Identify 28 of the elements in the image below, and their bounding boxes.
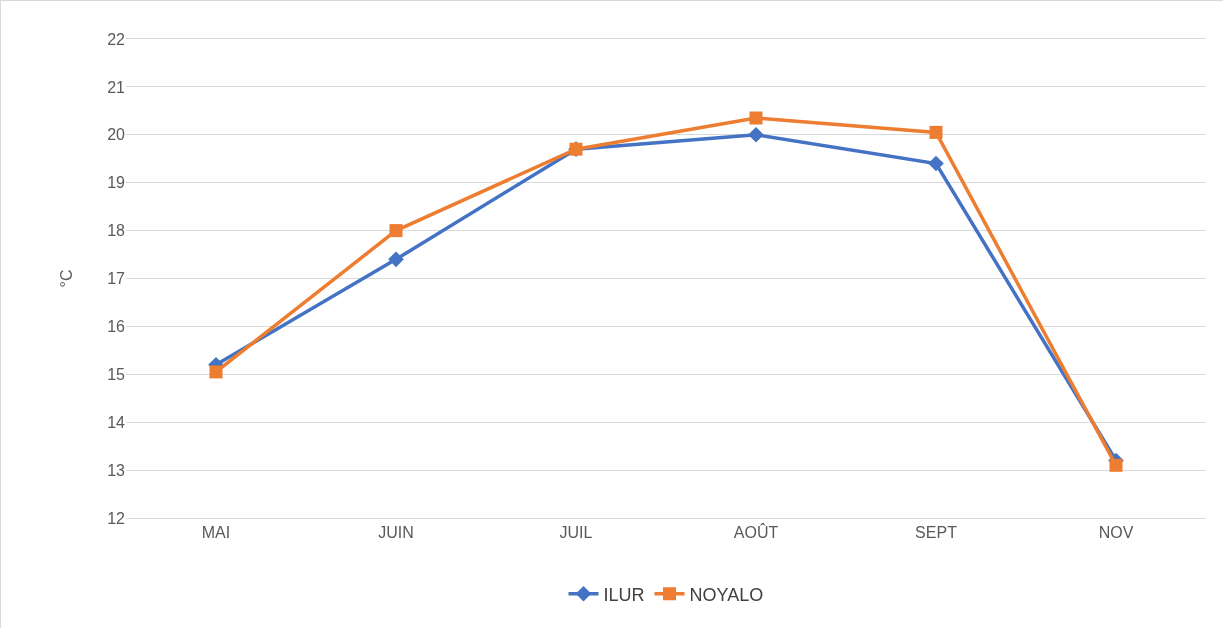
y-tick-label: 15 xyxy=(107,365,126,383)
y-tick-label: 17 xyxy=(107,270,126,288)
point xyxy=(209,365,223,379)
legend-label: ILUR xyxy=(603,584,645,605)
y-tick-label: 16 xyxy=(107,318,126,335)
y-tick-label: 13 xyxy=(107,461,126,479)
point xyxy=(929,125,943,139)
y-tick-label: 22 xyxy=(107,30,126,48)
x-tick-label: SEPT xyxy=(915,524,958,542)
x-tick-label: JUIN xyxy=(378,524,414,542)
x-tick-label: NOV xyxy=(1098,524,1134,542)
y-tick-label: 21 xyxy=(107,78,126,96)
point xyxy=(1109,458,1123,472)
point xyxy=(389,224,403,238)
point xyxy=(748,127,764,143)
legend-label: NOYALO xyxy=(689,584,764,605)
x-tick-label: JUIL xyxy=(559,524,593,542)
y-axis-title: °C xyxy=(58,269,76,288)
y-tick-label: 14 xyxy=(107,413,126,431)
x-tick-label: MAI xyxy=(201,524,231,542)
y-tick-label: 18 xyxy=(107,222,126,240)
x-tick-label: AOÛT xyxy=(733,523,779,542)
y-tick-label: 20 xyxy=(107,126,126,144)
y-tick-label: 12 xyxy=(107,509,126,527)
point xyxy=(388,251,404,268)
point xyxy=(749,111,763,125)
y-tick-label: 19 xyxy=(107,174,126,192)
point xyxy=(928,155,944,172)
